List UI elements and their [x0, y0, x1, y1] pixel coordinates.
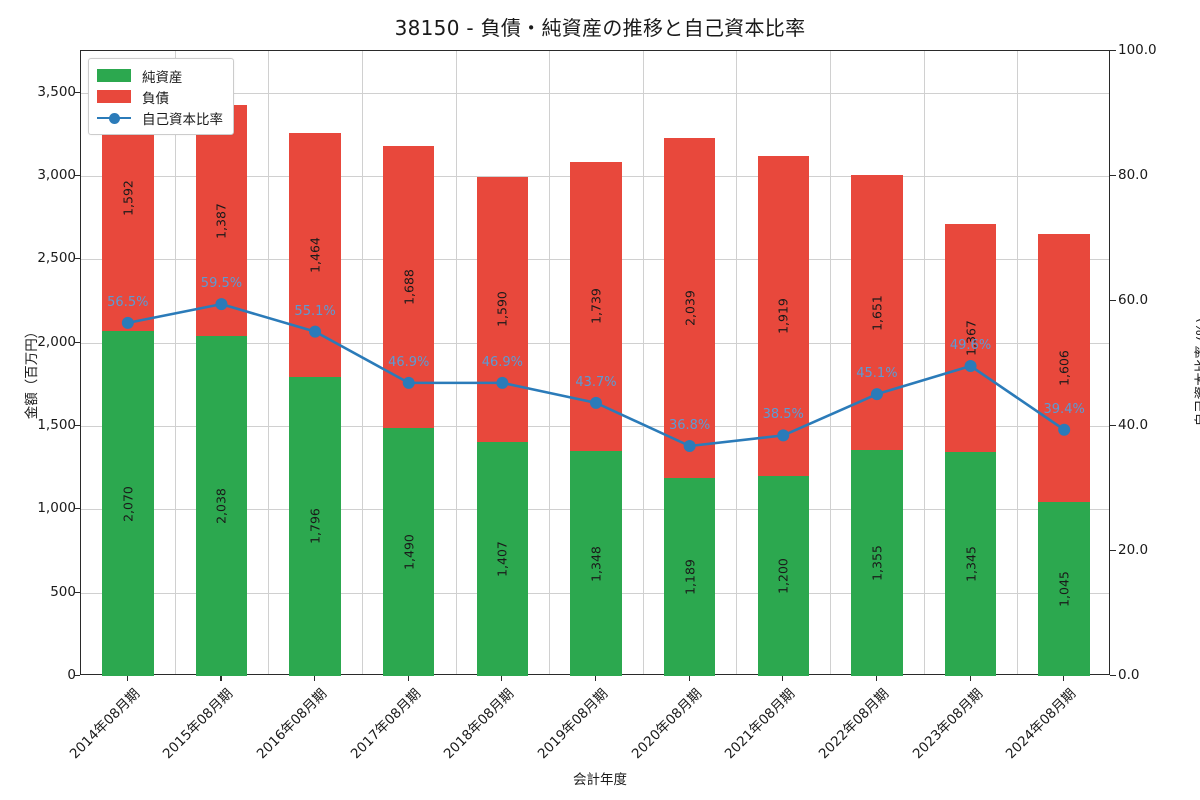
y-axis-left-tick — [74, 591, 80, 593]
y-axis-left-tick-label: 500 — [50, 583, 76, 600]
y-axis-right-tick-label: 60.0 — [1118, 292, 1149, 308]
y-axis-left-tick — [74, 675, 80, 677]
bar-segment-liability[interactable] — [1038, 234, 1090, 502]
y-axis-right-tick-label: 100.0 — [1118, 42, 1157, 58]
gridline-vertical — [736, 51, 738, 674]
gridline-vertical — [174, 51, 176, 674]
y-axis-left-label: 金額（百万円） — [24, 324, 40, 420]
y-axis-right-tick-label: 0.0 — [1118, 667, 1140, 683]
y-axis-left-tick-label: 0 — [67, 667, 76, 683]
legend-swatch-liability — [97, 90, 131, 103]
bar-segment-equity[interactable] — [851, 450, 903, 676]
gridline-horizontal — [81, 92, 1109, 94]
y-axis-right-tick-label: 80.0 — [1118, 167, 1149, 183]
y-axis-left-tick — [74, 508, 80, 510]
bar-segment-equity[interactable] — [195, 336, 248, 676]
y-axis-left-tick — [74, 341, 80, 343]
y-axis-left-tick — [74, 258, 80, 260]
gridline-vertical — [361, 51, 363, 674]
y-axis-left-tick — [74, 175, 80, 177]
y-axis-right-tick-label: 20.0 — [1118, 542, 1149, 558]
y-axis-left-tick-label: 1,500 — [37, 417, 76, 433]
y-axis-left-tick-label: 1,000 — [37, 500, 76, 517]
bar-segment-liability[interactable] — [570, 161, 622, 452]
x-axis-tick — [314, 675, 316, 681]
gridline-vertical — [549, 51, 551, 674]
gridline-vertical — [830, 51, 832, 674]
x-axis-tick — [595, 675, 597, 681]
legend-marker-ratio — [97, 111, 131, 124]
bar-segment-liability[interactable] — [289, 132, 341, 377]
x-axis-tick — [220, 675, 222, 681]
chart-title: 38150 - 負債・純資産の推移と自己資本比率 — [394, 16, 806, 40]
bar-segment-equity[interactable] — [289, 376, 341, 676]
y-axis-left-tick — [74, 425, 80, 427]
x-axis-label: 会計年度 — [573, 772, 627, 788]
x-axis-tick — [501, 675, 503, 681]
x-axis-tick — [688, 675, 690, 681]
bar-segment-liability[interactable] — [382, 146, 435, 428]
y-axis-left-tick-label: 3,000 — [37, 167, 76, 183]
bar-segment-equity[interactable] — [102, 331, 154, 676]
bar-segment-equity[interactable] — [476, 441, 529, 676]
bar-segment-equity[interactable] — [663, 477, 716, 676]
x-axis-tick — [875, 675, 877, 681]
x-axis-tick — [782, 675, 784, 681]
x-axis-tick — [126, 675, 128, 681]
bar-segment-liability[interactable] — [476, 176, 529, 442]
y-axis-left-tick-label: 2,500 — [37, 250, 76, 267]
y-axis-right-tick — [1110, 425, 1116, 427]
y-axis-left-tick-label: 2,000 — [37, 333, 76, 350]
plot-area: 2,070 1,592 2,038 1,387 1,796 1,464 1,490 1,688… — [80, 50, 1110, 676]
y-axis-left-tick-label: 3,500 — [37, 83, 76, 100]
gridline-vertical — [642, 51, 644, 674]
bar-segment-liability[interactable] — [944, 224, 997, 452]
y-axis-right-tick — [1110, 175, 1116, 177]
y-axis-right-tick — [1110, 675, 1116, 677]
chart-legend[interactable]: 純資産 負債 自己資本比率 — [88, 58, 234, 135]
legend-item-equity[interactable]: 純資産 — [97, 65, 223, 86]
legend-item-ratio[interactable]: 自己資本比率 — [97, 107, 223, 128]
bar-segment-liability[interactable] — [851, 175, 903, 451]
legend-label-equity: 純資産 — [142, 69, 183, 86]
y-axis-right-tick — [1110, 550, 1116, 552]
gridline-vertical — [923, 51, 925, 674]
bar-segment-liability[interactable] — [757, 156, 810, 476]
legend-label-ratio: 自己資本比率 — [142, 111, 223, 128]
gridline-vertical — [268, 51, 270, 674]
bar-segment-equity[interactable] — [944, 451, 997, 676]
y-axis-left-tick — [74, 91, 80, 93]
bar-segment-equity[interactable] — [570, 451, 622, 676]
y-axis-right-label: 自己資本比率 (%) — [1194, 317, 1200, 427]
x-axis-tick — [969, 675, 971, 681]
y-axis-right-tick — [1110, 300, 1116, 302]
bar-segment-equity[interactable] — [757, 476, 810, 676]
bar-segment-equity[interactable] — [382, 427, 435, 676]
bar-segment-equity[interactable] — [1038, 501, 1090, 676]
gridline-vertical — [455, 51, 457, 674]
legend-swatch-equity — [97, 69, 131, 82]
x-axis-tick — [1063, 675, 1065, 681]
gridline-vertical — [1017, 51, 1019, 674]
legend-label-liability: 負債 — [142, 90, 169, 107]
x-axis-tick — [407, 675, 409, 681]
bar-segment-liability[interactable] — [195, 105, 248, 337]
y-axis-right-tick-label: 40.0 — [1118, 417, 1149, 433]
bar-segment-liability[interactable] — [663, 138, 716, 478]
legend-item-liability[interactable]: 負債 — [97, 86, 223, 107]
y-axis-right-tick — [1110, 50, 1116, 52]
